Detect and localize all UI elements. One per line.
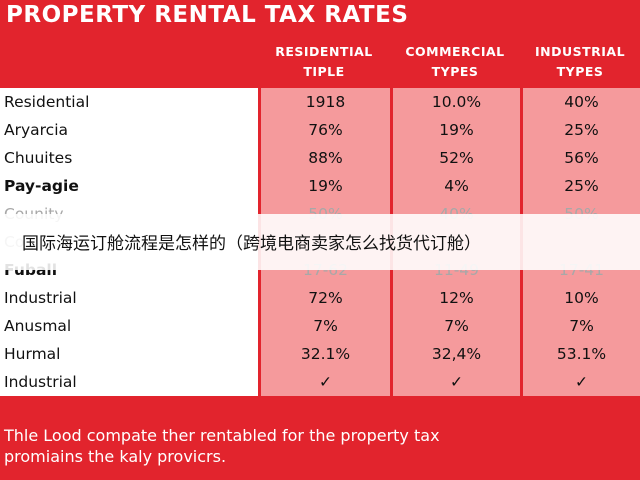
commercial-value: 19%	[390, 116, 520, 144]
column-header-residential: RESIDENTIAL TIPLE	[258, 42, 390, 84]
footer-note: Thle Lood compate ther rentabled for the…	[4, 425, 440, 467]
residential-value: 7%	[258, 312, 390, 340]
industrial-checkmark-icon: ✓	[520, 368, 640, 396]
commercial-value: 12%	[390, 284, 520, 312]
row-label: Hurmal	[0, 340, 258, 368]
footer-line: promiains the kaly provicrs.	[4, 447, 227, 466]
table-row: Industrial 72% 12% 10%	[0, 284, 640, 312]
table-row: Chuuites 88% 52% 56%	[0, 144, 640, 172]
table-row: Industrial ✓ ✓ ✓	[0, 368, 640, 396]
table-row: Aryarcia 76% 19% 25%	[0, 116, 640, 144]
commercial-value: 52%	[390, 144, 520, 172]
commercial-value: 10.0%	[390, 88, 520, 116]
industrial-value: 25%	[520, 116, 640, 144]
commercial-checkmark-icon: ✓	[390, 368, 520, 396]
industrial-value: 56%	[520, 144, 640, 172]
column-header-line: TYPES	[556, 64, 604, 79]
caption-overlay-band	[0, 214, 640, 270]
footer-line: Thle Lood compate ther rentabled for the…	[4, 426, 440, 445]
row-label: Pay-agie	[0, 172, 258, 200]
row-label: Residential	[0, 88, 258, 116]
row-label: Anusmal	[0, 312, 258, 340]
column-header-line: INDUSTRIAL	[534, 44, 626, 59]
table-row: Hurmal 32.1% 32,4% 53.1%	[0, 340, 640, 368]
commercial-value: 32,4%	[390, 340, 520, 368]
industrial-value: 40%	[520, 88, 640, 116]
residential-value: 1918	[258, 88, 390, 116]
page-title: PROPERTY RENTAL TAX RATES	[6, 2, 409, 28]
table-row: Residential 1918 10.0% 40%	[0, 88, 640, 116]
table-row: Anusmal 7% 7% 7%	[0, 312, 640, 340]
residential-value: 76%	[258, 116, 390, 144]
residential-value: 88%	[258, 144, 390, 172]
industrial-value: 10%	[520, 284, 640, 312]
caption-overlay-text: 国际海运订舱流程是怎样的（跨境电商卖家怎么找货代订舱）	[22, 234, 481, 254]
residential-checkmark-icon: ✓	[258, 368, 390, 396]
industrial-value: 53.1%	[520, 340, 640, 368]
column-header-line: TIPLE	[303, 64, 345, 79]
residential-value: 19%	[258, 172, 390, 200]
column-header-industrial: INDUSTRIAL TYPES	[520, 42, 640, 84]
commercial-value: 4%	[390, 172, 520, 200]
row-label: Industrial	[0, 368, 258, 396]
residential-value: 32.1%	[258, 340, 390, 368]
column-header-line: RESIDENTIAL	[275, 44, 373, 59]
row-label: Industrial	[0, 284, 258, 312]
commercial-value: 7%	[390, 312, 520, 340]
row-label: Aryarcia	[0, 116, 258, 144]
industrial-value: 25%	[520, 172, 640, 200]
column-header-line: COMMERCIAL	[405, 44, 505, 59]
industrial-value: 7%	[520, 312, 640, 340]
column-header-line: TYPES	[431, 64, 479, 79]
row-label: Chuuites	[0, 144, 258, 172]
column-header-commercial: COMMERCIAL TYPES	[390, 42, 520, 84]
table-row: Pay-agie 19% 4% 25%	[0, 172, 640, 200]
residential-value: 72%	[258, 284, 390, 312]
